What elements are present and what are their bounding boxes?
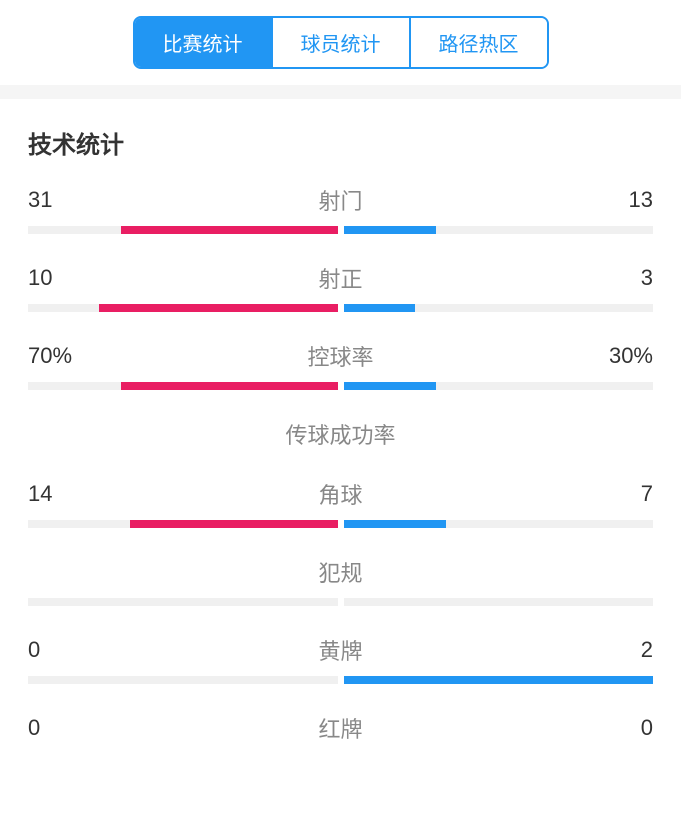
stat-header: 犯规 [28, 556, 653, 588]
stat-value-right: 7 [593, 481, 653, 507]
stat-label: 黄牌 [88, 634, 593, 666]
stat-label: 角球 [88, 478, 593, 510]
stat-row: 犯规 [28, 556, 653, 606]
bar-fill-left [121, 382, 338, 390]
stat-header: 14角球7 [28, 478, 653, 510]
tabs-container: 比赛统计球员统计路径热区 [0, 0, 681, 85]
stat-value-left [28, 559, 88, 585]
stats-container: 31射门1310射正370%控球率30%传球成功率14角球7犯规0黄牌20红牌0 [0, 184, 681, 744]
section-title: 技术统计 [0, 99, 681, 184]
bar-track-left [28, 304, 338, 312]
stat-value-left: 10 [28, 265, 88, 291]
bar-fill-right [344, 520, 446, 528]
stat-row: 14角球7 [28, 478, 653, 528]
stat-row: 70%控球率30% [28, 340, 653, 390]
bar-track-left [28, 226, 338, 234]
section-divider [0, 85, 681, 99]
stat-value-left [28, 421, 88, 447]
stat-value-left: 14 [28, 481, 88, 507]
stat-value-left: 70% [28, 343, 88, 369]
stat-value-left: 0 [28, 715, 88, 741]
bar-track-left [28, 382, 338, 390]
bar-track-left [28, 598, 338, 606]
stat-header: 传球成功率 [28, 418, 653, 450]
tab-0[interactable]: 比赛统计 [135, 18, 273, 67]
tabs-group: 比赛统计球员统计路径热区 [133, 16, 549, 69]
stat-label: 射正 [88, 262, 593, 294]
stat-header: 0红牌0 [28, 712, 653, 744]
bar-fill-right [344, 304, 415, 312]
stat-header: 0黄牌2 [28, 634, 653, 666]
bar-fill-left [130, 520, 337, 528]
bar-fill-right [344, 226, 437, 234]
stat-value-left: 31 [28, 187, 88, 213]
stat-value-right: 2 [593, 637, 653, 663]
stat-value-left: 0 [28, 637, 88, 663]
stat-value-right [593, 559, 653, 585]
stat-label: 传球成功率 [88, 418, 593, 450]
stat-value-right: 13 [593, 187, 653, 213]
stat-bars [28, 304, 653, 312]
stat-value-right: 3 [593, 265, 653, 291]
bar-fill-right [344, 382, 437, 390]
stat-value-right: 30% [593, 343, 653, 369]
stat-bars [28, 382, 653, 390]
stat-value-right: 0 [593, 715, 653, 741]
stat-label: 射门 [88, 184, 593, 216]
stat-row: 31射门13 [28, 184, 653, 234]
bar-track-right [344, 598, 654, 606]
bar-fill-left [121, 226, 338, 234]
bar-track-right [344, 226, 654, 234]
stat-header: 10射正3 [28, 262, 653, 294]
stat-row: 10射正3 [28, 262, 653, 312]
stat-row: 0红牌0 [28, 712, 653, 744]
bar-track-left [28, 676, 338, 684]
stat-bars [28, 676, 653, 684]
bar-fill-left [99, 304, 337, 312]
stat-row: 传球成功率 [28, 418, 653, 450]
stat-row: 0黄牌2 [28, 634, 653, 684]
stat-header: 31射门13 [28, 184, 653, 216]
stat-bars [28, 520, 653, 528]
bar-track-right [344, 304, 654, 312]
bar-track-right [344, 676, 654, 684]
stat-label: 控球率 [88, 340, 593, 372]
stat-bars [28, 226, 653, 234]
bar-fill-right [344, 676, 654, 684]
stat-label: 红牌 [88, 712, 593, 744]
bar-track-right [344, 382, 654, 390]
tab-2[interactable]: 路径热区 [411, 18, 547, 67]
tab-1[interactable]: 球员统计 [273, 18, 411, 67]
stat-bars [28, 598, 653, 606]
stat-label: 犯规 [88, 556, 593, 588]
bar-track-left [28, 520, 338, 528]
stat-header: 70%控球率30% [28, 340, 653, 372]
stat-value-right [593, 421, 653, 447]
bar-track-right [344, 520, 654, 528]
